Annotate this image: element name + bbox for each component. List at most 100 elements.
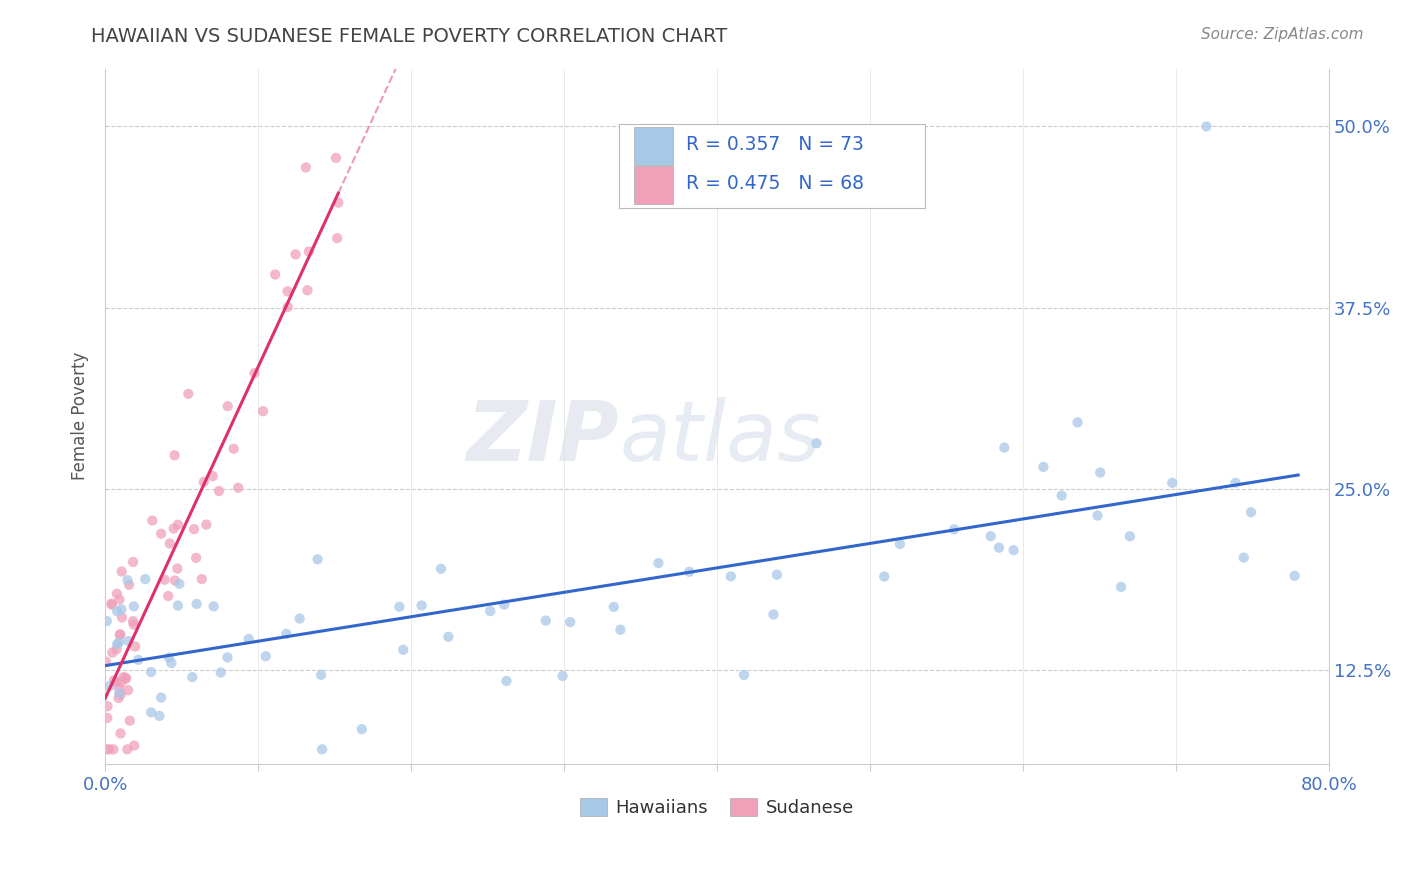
Point (122, 555, 145, 569)
Point (163, 448, 186, 462)
Point (105, 637, 128, 651)
Point (325, 151, 347, 165)
Point (114, 672, 136, 686)
Point (1050, 488, 1073, 502)
Point (118, 578, 141, 592)
Point (1090, 466, 1112, 480)
Point (1002, 543, 1025, 558)
Point (167, 599, 190, 613)
Point (264, 268, 287, 282)
Point (127, 653, 149, 667)
Point (96, 699, 118, 714)
Point (479, 604, 502, 618)
Point (184, 550, 207, 565)
Point (208, 484, 231, 499)
Point (217, 650, 239, 665)
Point (103, 742, 125, 756)
Point (226, 481, 249, 495)
Text: R = 0.357   N = 73: R = 0.357 N = 73 (686, 135, 865, 153)
Legend: Hawaiians, Sudanese: Hawaiians, Sudanese (572, 790, 862, 824)
Point (733, 668, 755, 682)
Point (117, 742, 139, 756)
Point (494, 598, 516, 612)
Point (112, 670, 135, 684)
Point (1240, 505, 1263, 519)
Text: R = 0.475   N = 68: R = 0.475 N = 68 (686, 174, 865, 193)
Point (326, 231, 349, 245)
Point (160, 656, 183, 670)
Point (98, 679, 121, 693)
Point (103, 673, 125, 688)
Text: ZIP: ZIP (467, 397, 619, 477)
Point (252, 404, 274, 418)
Point (94, 655, 117, 669)
Point (309, 667, 332, 681)
Point (111, 610, 134, 624)
Text: Source: ZipAtlas.com: Source: ZipAtlas.com (1201, 27, 1364, 42)
Point (430, 562, 453, 576)
Point (139, 665, 162, 679)
Point (98, 742, 121, 756)
Point (678, 565, 700, 579)
Point (254, 649, 277, 664)
Point (762, 607, 785, 622)
Point (1087, 508, 1109, 523)
Point (277, 285, 299, 299)
Point (889, 537, 911, 551)
Point (350, 722, 373, 736)
Point (157, 650, 180, 665)
Point (277, 300, 299, 314)
Point (603, 599, 626, 614)
Point (148, 709, 170, 723)
Point (411, 599, 433, 613)
Point (108, 592, 131, 607)
Point (108, 681, 131, 695)
Point (117, 573, 139, 587)
Point (122, 599, 145, 614)
Point (202, 599, 225, 614)
Point (766, 567, 789, 582)
Point (560, 615, 582, 629)
Point (153, 573, 176, 587)
Point (166, 561, 188, 575)
Point (110, 688, 132, 702)
Point (108, 628, 131, 642)
Point (157, 589, 180, 603)
Point (328, 195, 350, 210)
Point (105, 604, 128, 618)
Point (122, 614, 145, 628)
Point (609, 623, 631, 637)
Point (96, 614, 118, 628)
Point (288, 611, 311, 625)
Point (1109, 580, 1132, 594)
Point (222, 442, 245, 456)
Point (167, 517, 190, 532)
Point (988, 541, 1011, 555)
Point (96, 711, 118, 725)
Point (101, 646, 124, 660)
Point (117, 634, 139, 648)
Point (105, 675, 128, 690)
Y-axis label: Female Poverty: Female Poverty (72, 352, 89, 481)
Point (1032, 459, 1054, 474)
Point (118, 714, 141, 728)
Point (115, 671, 138, 685)
Point (100, 598, 122, 612)
Point (193, 475, 215, 489)
Bar (634, 166, 673, 204)
Point (134, 572, 156, 586)
Point (284, 247, 307, 261)
Point (943, 522, 966, 536)
Point (1066, 416, 1088, 430)
Bar (634, 127, 673, 165)
FancyBboxPatch shape (619, 124, 925, 208)
Point (806, 436, 828, 450)
Point (186, 597, 208, 611)
Point (107, 691, 129, 706)
Point (141, 706, 163, 720)
Point (238, 632, 260, 646)
Point (243, 366, 266, 380)
Point (96, 742, 118, 756)
Point (181, 670, 204, 684)
Point (980, 529, 1002, 543)
